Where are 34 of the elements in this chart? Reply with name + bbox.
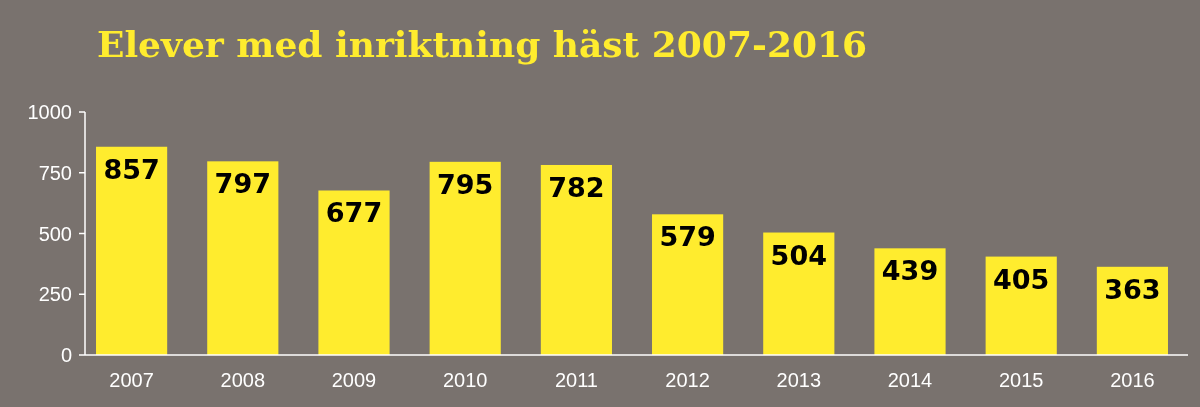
y-tick-label: 0 <box>60 344 72 366</box>
y-tick-label: 1000 <box>27 101 72 123</box>
x-tick-label: 2010 <box>442 369 488 391</box>
data-label: 439 <box>881 255 939 287</box>
data-label: 677 <box>325 197 383 229</box>
bar <box>429 161 501 355</box>
x-tick-label: 2009 <box>331 369 377 391</box>
x-tick-label: 2016 <box>1110 369 1155 391</box>
data-label: 795 <box>437 168 494 200</box>
bar <box>652 214 724 355</box>
bar <box>540 164 612 355</box>
bar <box>318 190 390 355</box>
x-tick-label: 2007 <box>109 369 154 391</box>
data-label: 579 <box>659 221 716 253</box>
data-label: 857 <box>103 153 160 185</box>
data-label: 504 <box>770 239 827 271</box>
data-label: 782 <box>548 171 605 203</box>
x-tick-label: 2011 <box>554 369 598 391</box>
bar <box>207 161 279 355</box>
data-label: 363 <box>1104 273 1161 305</box>
bar <box>763 232 835 355</box>
x-tick-label: 2012 <box>665 369 710 391</box>
bar <box>874 248 946 355</box>
x-tick-label: 2014 <box>887 369 933 391</box>
chart-title: Elever med inriktning häst 2007-2016 <box>97 23 868 65</box>
data-label: 405 <box>993 263 1050 295</box>
x-tick-label: 2008 <box>220 369 266 391</box>
x-tick-label: 2015 <box>998 369 1044 391</box>
y-tick-label: 750 <box>38 161 72 184</box>
y-tick-label: 250 <box>38 283 72 306</box>
data-label: 797 <box>214 168 271 200</box>
x-tick-label: 2013 <box>776 369 822 391</box>
y-tick-label: 500 <box>38 222 72 245</box>
bar <box>96 146 168 355</box>
